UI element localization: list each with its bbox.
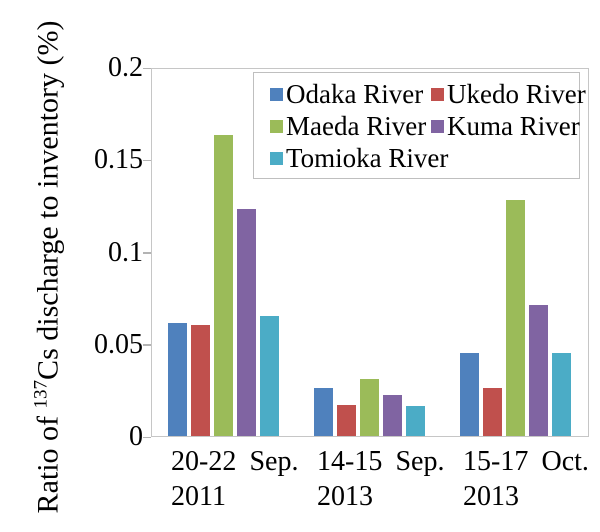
x-axis-label-line2: 2013 [463, 481, 519, 512]
y-tick-label-0.2: 0.2 [108, 52, 143, 83]
bar-odaka-river-cat2 [460, 353, 479, 436]
legend-swatch-icon [270, 87, 283, 101]
x-axis-label-line2: 2013 [317, 481, 373, 512]
y-axis-title-superscript: 137 [30, 379, 52, 409]
bar-maeda-river-cat2 [506, 200, 525, 436]
x-axis-label-line1: 20-22 Sep. [171, 446, 299, 477]
bar-ukedo-river-cat0 [191, 325, 210, 436]
legend-item-ukedo-river: Ukedo River [431, 78, 586, 109]
legend-swatch-icon [431, 87, 444, 101]
bar-maeda-river-cat1 [360, 379, 379, 436]
legend-item-kuma-river: Kuma River [431, 110, 586, 141]
y-tick-mark-0.15 [143, 159, 151, 162]
y-tick-mark-0.05 [143, 344, 151, 346]
bar-odaka-river-cat1 [314, 388, 333, 436]
bar-maeda-river-cat0 [214, 135, 233, 436]
bar-odaka-river-cat0 [168, 323, 187, 436]
y-tick-mark-0.2 [143, 67, 151, 69]
bar-ukedo-river-cat2 [483, 388, 502, 436]
bar-kuma-river-cat0 [237, 209, 256, 436]
y-tick-label-0: 0 [129, 421, 143, 452]
y-tick-label-0.1: 0.1 [108, 236, 143, 268]
legend: Odaka River Ukedo River Maeda River Kuma Ri… [253, 72, 586, 179]
y-axis-title: Ratio of 137Cs discharge to inventory (%… [30, 0, 68, 532]
legend-label: Tomioka River [286, 142, 449, 173]
x-axis-label-line1: 14-15 Sep. [317, 446, 445, 477]
legend-item-maeda-river: Maeda River [270, 110, 431, 141]
bar-tomioka-river-cat0 [260, 316, 279, 436]
legend-label: Maeda River [286, 110, 427, 141]
legend-swatch-icon [431, 119, 444, 133]
legend-label: Kuma River [447, 110, 580, 141]
y-axis-title-suffix: Cs discharge to inventory (%) [31, 20, 65, 380]
bar-tomioka-river-cat2 [552, 353, 571, 436]
bar-kuma-river-cat2 [529, 305, 548, 436]
y-tick-mark-0.1 [143, 252, 151, 254]
x-axis-label-line2: 2011 [171, 481, 226, 512]
y-tick-label-0.05: 0.05 [94, 328, 143, 360]
legend-swatch-icon [270, 151, 283, 165]
y-tick-mark-0 [143, 436, 151, 438]
legend-item-odaka-river: Odaka River [270, 78, 431, 109]
x-axis-label-cat2: 15-17 Oct. 2013 [443, 444, 589, 514]
legend-label: Odaka River [286, 78, 424, 109]
y-axis-title-prefix: Ratio of [31, 408, 65, 514]
legend-swatch-icon [270, 119, 283, 133]
legend-item-tomioka-river: Tomioka River [270, 144, 448, 172]
y-tick-label-0.15: 0.15 [94, 144, 143, 176]
x-axis-label-cat0: 20-22 Sep. 2011 [151, 444, 299, 514]
legend-label: Ukedo River [447, 78, 586, 109]
bar-tomioka-river-cat1 [406, 406, 425, 436]
bar-ukedo-river-cat1 [337, 405, 356, 436]
x-axis-label-cat1: 14-15 Sep. 2013 [297, 444, 445, 514]
bar-kuma-river-cat1 [383, 395, 402, 436]
x-axis-label-line1: 15-17 Oct. [463, 446, 589, 477]
